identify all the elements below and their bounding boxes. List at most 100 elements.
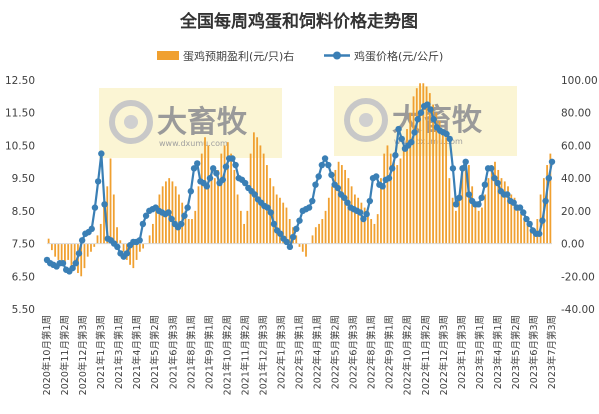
egg-price-point: [72, 260, 79, 267]
left-tick-label: 10.50: [5, 140, 35, 152]
profit-bar: [86, 243, 89, 257]
profit-bar: [497, 169, 500, 244]
x-tick-label: 2022年9月第1周: [384, 315, 396, 389]
profit-bar: [549, 153, 552, 244]
left-tick-label: 11.50: [5, 108, 35, 120]
egg-price-point: [494, 179, 501, 187]
profit-bar: [298, 243, 301, 247]
left-tick-label: 12.50: [5, 75, 35, 87]
profit-bar: [220, 153, 223, 244]
egg-price-point: [139, 220, 147, 228]
profit-bar: [106, 186, 109, 244]
egg-price-point: [286, 243, 294, 251]
profit-bar: [419, 83, 421, 244]
profit-bar: [383, 153, 386, 244]
egg-price-point: [315, 173, 322, 180]
profit-bar: [402, 145, 405, 244]
egg-price-point: [229, 155, 236, 162]
egg-price-point: [465, 191, 473, 198]
egg-price-point: [475, 201, 482, 208]
x-tick-label: 2021年9月第1周: [203, 315, 215, 389]
profit-bar: [174, 186, 177, 244]
profit-bar: [353, 194, 356, 244]
profit-bar: [481, 207, 483, 244]
profit-bar: [516, 207, 519, 244]
profit-bar: [158, 194, 161, 244]
egg-price-point: [321, 155, 329, 162]
x-tick-label: 2022年6月第3周: [348, 315, 360, 389]
left-tick-label: 5.50: [12, 304, 35, 316]
profit-bar: [122, 243, 125, 252]
egg-price-point: [443, 130, 450, 138]
profit-bar: [47, 238, 50, 244]
watermark-domain: www.dxumu.com: [394, 137, 463, 146]
profit-bar: [441, 129, 444, 244]
egg-price-point: [251, 191, 258, 198]
profit-bar: [73, 243, 76, 270]
legend: 蛋鸡预期盈利(元/只)右 鸡蛋价格(元/公斤): [157, 49, 443, 63]
egg-price-point: [312, 181, 319, 188]
profit-bar: [324, 210, 327, 244]
profit-bar: [305, 243, 307, 257]
profit-bar: [83, 243, 86, 269]
egg-price-point: [184, 204, 191, 211]
x-tick-label: 2020年10月第1周: [41, 315, 53, 395]
chart-title: 全国每周鸡蛋和饲料价格走势图: [179, 11, 418, 32]
profit-bar: [213, 178, 216, 244]
profit-bar: [96, 235, 99, 244]
egg-price-point: [325, 161, 332, 169]
profit-bar: [373, 223, 376, 244]
x-tick-label: 2023年6月第3周: [528, 315, 540, 389]
profit-bar: [236, 194, 239, 244]
egg-price-point: [241, 179, 249, 187]
egg-price-point: [334, 184, 342, 192]
egg-price-point: [523, 215, 530, 223]
profit-bar: [275, 194, 278, 244]
egg-price-point: [318, 161, 326, 169]
x-tick-label: 2023年1月第3周: [456, 315, 468, 389]
profit-bar: [207, 145, 210, 244]
profit-bar: [301, 243, 304, 252]
profit-bar: [350, 186, 353, 244]
profit-bar: [262, 153, 265, 244]
right-tick-label: 20.00: [561, 206, 591, 218]
egg-price-point: [98, 150, 105, 157]
egg-price-point: [210, 165, 217, 172]
x-tick-label: 2021年10月第2周: [221, 315, 233, 395]
right-tick-label: 80.00: [561, 108, 591, 120]
x-tick-label: 2021年5月第2周: [149, 315, 161, 389]
egg-price-point: [504, 191, 511, 198]
profit-bar: [367, 210, 369, 244]
egg-price-point: [75, 250, 83, 257]
profit-bar: [210, 169, 213, 244]
left-tick-label: 8.50: [12, 206, 35, 218]
profit-bar: [103, 202, 105, 244]
profit-bar: [204, 137, 206, 244]
egg-price-point: [462, 158, 469, 165]
egg-price-point: [114, 243, 121, 251]
egg-price-point: [424, 101, 431, 108]
profit-bar: [243, 223, 246, 244]
egg-price-point: [408, 138, 415, 146]
x-tick-label: 2021年3月第1周: [113, 315, 125, 389]
profit-bar: [503, 181, 506, 244]
x-tick-label: 2021年11月第2周: [239, 315, 251, 395]
profit-bar: [93, 243, 96, 247]
profit-bar: [171, 181, 174, 244]
x-tick-label: 2020年11月第2周: [59, 315, 71, 395]
egg-price-point: [510, 199, 517, 206]
egg-price-point: [373, 173, 380, 180]
egg-price-point: [379, 183, 386, 190]
left-tick-label: 9.50: [12, 173, 35, 185]
egg-price-point: [293, 225, 300, 233]
profit-bar: [448, 178, 451, 244]
profit-bar: [151, 223, 154, 244]
egg-price-point: [341, 194, 348, 201]
profit-bar: [428, 93, 431, 244]
egg-price-point: [305, 204, 313, 211]
egg-price-point: [449, 165, 457, 172]
egg-price-point: [78, 237, 86, 244]
egg-price-point: [270, 220, 278, 228]
